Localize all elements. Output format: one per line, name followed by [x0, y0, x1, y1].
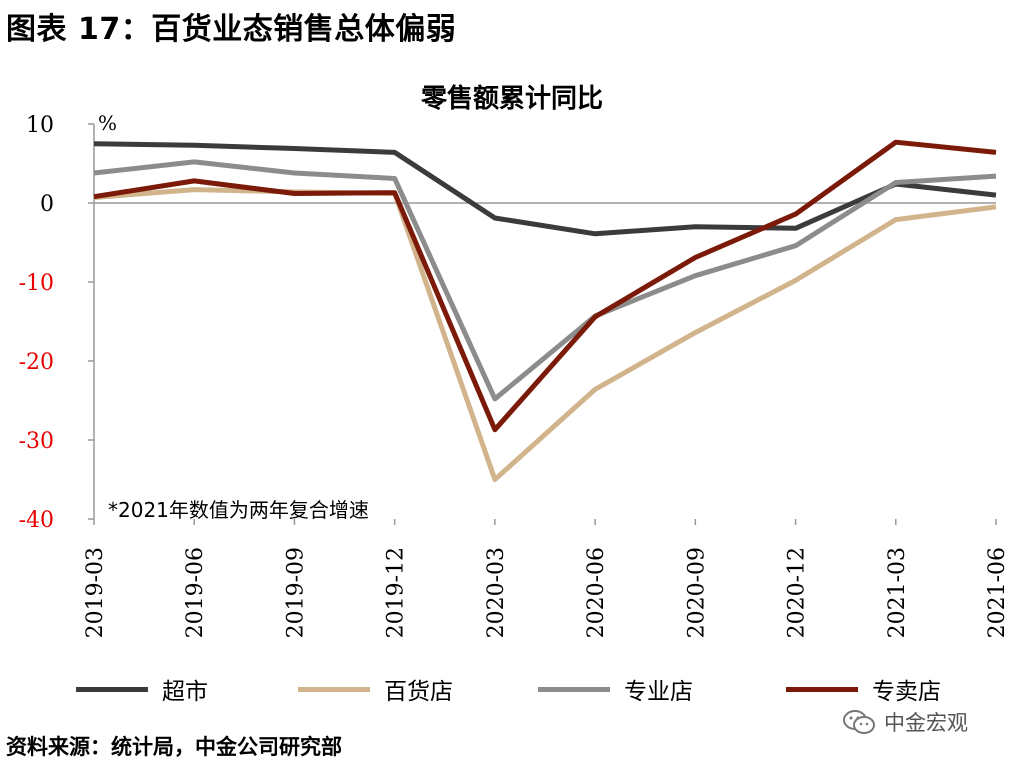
legend-swatch-exclusive-store [786, 686, 858, 692]
y-tick-label: -40 [19, 508, 54, 533]
legend-item-specialty-store: 专业店 [538, 672, 693, 706]
legend-swatch-specialty-store [538, 686, 610, 692]
legend-swatch-department-store [298, 686, 370, 692]
y-tick-label: -20 [19, 350, 54, 375]
y-tick-label: 10 [26, 113, 54, 138]
source-note: 资料来源：统计局，中金公司研究部 [6, 735, 342, 759]
x-tick-label: 2020-09 [684, 547, 709, 638]
legend-swatch-supermarket [76, 686, 148, 692]
chart-annotation: *2021年数值为两年复合增速 [108, 498, 369, 522]
wechat-icon [843, 710, 875, 734]
chart-legend: 超市 百货店 专业店 专卖店 [0, 662, 1024, 712]
x-tick-label: 2020-06 [584, 547, 609, 638]
series-line-2 [93, 159, 997, 402]
series-line-3 [93, 139, 997, 433]
x-tick-label: 2021-03 [885, 547, 910, 638]
x-tick-label: 2019-03 [83, 547, 108, 638]
y-tick-label: 0 [40, 192, 54, 217]
legend-label-exclusive-store: 专卖店 [872, 679, 941, 705]
watermark: 中金宏观 [842, 707, 968, 737]
legend-item-exclusive-store: 专卖店 [786, 672, 941, 706]
legend-item-department-store: 百货店 [298, 672, 453, 706]
series-line-0 [93, 141, 997, 237]
y-tick-label: -30 [19, 429, 54, 454]
chart-title: 零售额累计同比 [420, 84, 603, 114]
y-tick-label: -10 [19, 271, 54, 296]
legend-item-supermarket: 超市 [76, 672, 208, 706]
y-unit-label: % [98, 111, 117, 135]
figure-title: 图表 17：百货业态销售总体偏弱 [6, 12, 457, 47]
x-tick-label: 2020-12 [785, 547, 810, 638]
x-tick-label: 2019-09 [283, 547, 308, 638]
legend-label-department-store: 百货店 [384, 679, 453, 705]
x-tick-label: 2020-03 [484, 547, 509, 638]
watermark-text: 中金宏观 [884, 711, 968, 735]
series-line-1 [93, 187, 997, 482]
x-tick-label: 2019-12 [384, 547, 409, 638]
x-tick-label: 2019-06 [183, 547, 208, 638]
legend-label-supermarket: 超市 [162, 679, 208, 705]
x-tick-label: 2021-06 [985, 547, 1010, 638]
legend-label-specialty-store: 专业店 [624, 679, 693, 705]
